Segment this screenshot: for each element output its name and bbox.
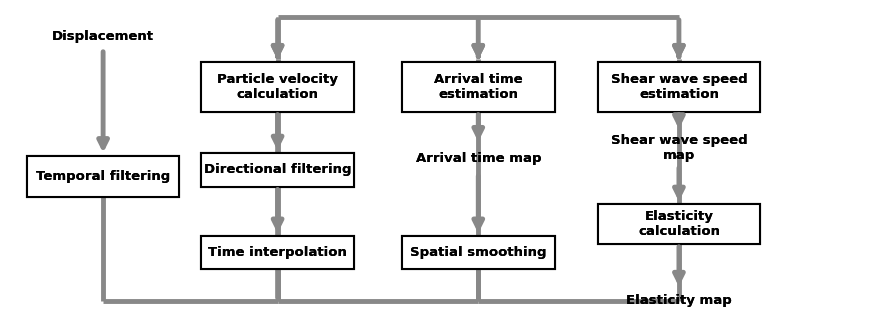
Text: Arrival time map: Arrival time map — [415, 152, 540, 165]
Text: Elasticity
calculation: Elasticity calculation — [638, 210, 719, 238]
FancyBboxPatch shape — [402, 236, 554, 270]
FancyBboxPatch shape — [201, 236, 353, 270]
FancyBboxPatch shape — [402, 236, 554, 270]
Text: Elasticity map: Elasticity map — [625, 294, 731, 307]
FancyBboxPatch shape — [597, 63, 759, 112]
FancyBboxPatch shape — [201, 236, 353, 270]
FancyBboxPatch shape — [402, 63, 554, 112]
FancyBboxPatch shape — [597, 63, 759, 112]
FancyBboxPatch shape — [26, 156, 179, 197]
Text: Temporal filtering: Temporal filtering — [36, 170, 170, 183]
Text: Displacement: Displacement — [52, 30, 154, 43]
Text: Directional filtering: Directional filtering — [203, 164, 351, 177]
Text: Elasticity
calculation: Elasticity calculation — [638, 210, 719, 238]
Text: Spatial smoothing: Spatial smoothing — [410, 246, 545, 259]
Text: Shear wave speed
map: Shear wave speed map — [610, 134, 746, 162]
Text: Shear wave speed
map: Shear wave speed map — [610, 134, 746, 162]
FancyBboxPatch shape — [597, 204, 759, 244]
Text: Displacement: Displacement — [52, 30, 154, 43]
Text: Time interpolation: Time interpolation — [208, 246, 346, 259]
Text: Arrival time map: Arrival time map — [415, 152, 540, 165]
Text: Spatial smoothing: Spatial smoothing — [410, 246, 545, 259]
FancyBboxPatch shape — [597, 204, 759, 244]
Text: Temporal filtering: Temporal filtering — [36, 170, 170, 183]
FancyBboxPatch shape — [201, 153, 353, 187]
FancyBboxPatch shape — [201, 63, 353, 112]
Text: Time interpolation: Time interpolation — [208, 246, 346, 259]
Text: Elasticity map: Elasticity map — [625, 294, 731, 307]
FancyBboxPatch shape — [201, 63, 353, 112]
Text: Directional filtering: Directional filtering — [203, 164, 351, 177]
FancyBboxPatch shape — [402, 63, 554, 112]
Text: Arrival time
estimation: Arrival time estimation — [433, 73, 522, 101]
Text: Shear wave speed
estimation: Shear wave speed estimation — [610, 73, 746, 101]
Text: Arrival time
estimation: Arrival time estimation — [433, 73, 522, 101]
Text: Shear wave speed
estimation: Shear wave speed estimation — [610, 73, 746, 101]
FancyBboxPatch shape — [201, 153, 353, 187]
Text: Particle velocity
calculation: Particle velocity calculation — [217, 73, 338, 101]
FancyBboxPatch shape — [26, 156, 179, 197]
Text: Particle velocity
calculation: Particle velocity calculation — [217, 73, 338, 101]
